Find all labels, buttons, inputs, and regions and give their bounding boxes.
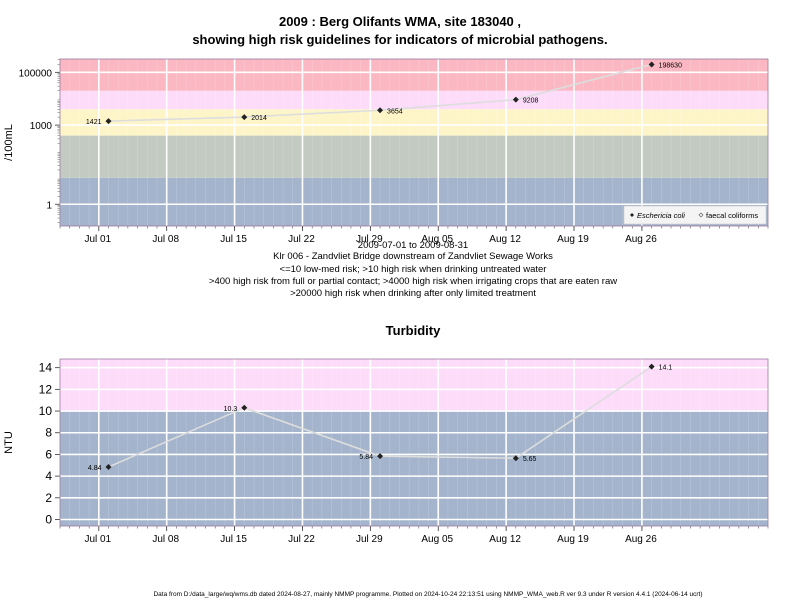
chart-title-line1: 2009 : Berg Olifants WMA, site 183040 , [279,14,521,29]
turbidity-data-label: 4.84 [88,465,102,472]
microbial-x-tick-label: Aug 12 [489,234,521,245]
turbidity-x-tick-label: Aug 19 [557,534,589,545]
turbidity-y-tick-label: 6 [45,447,52,461]
microbial-data-label: 1421 [86,119,102,126]
microbial-y-tick-label: 1 [46,200,52,211]
microbial-legend-entry: Eschericia coli [637,211,685,220]
turbidity-x-tick-label: Aug 26 [625,534,657,545]
turbidity-chart-title: Turbidity [386,323,441,338]
microbial-data-label: 9208 [523,98,539,105]
microbial-data-point [377,107,384,114]
microbial-x-tick-label: Aug 19 [557,234,589,245]
microbial-y-axis-label: /100mL [3,124,15,161]
microbial-y-tick-label: 1000 [30,121,53,132]
annotation-line-1: 2009-07-01 to 2009-08-31 [358,240,468,251]
microbial-chart: Jul 01 Jul 08 Jul 15 Jul 22 Jul 29 Aug 05 Aug … [3,58,769,245]
microbial-x-tick-label: Aug 26 [625,234,657,245]
turbidity-y-tick-label: 2 [45,491,52,505]
turbidity-x-tick-label: Jul 29 [356,534,383,545]
microbial-data-label: 198630 [659,62,682,69]
microbial-x-tick-label: Jul 15 [220,234,247,245]
turbidity-data-label: 14.1 [659,365,673,372]
microbial-x-tick-label: Aug 05 [421,234,453,245]
turbidity-chart: Jul 01 Jul 08 Jul 15 Jul 22 Jul 29 Aug 05 Aug … [3,358,769,545]
turbidity-x-tick-label: Jul 08 [152,534,179,545]
turbidity-data-label: 5.65 [523,456,537,463]
turbidity-risk-band [60,411,768,526]
turbidity-x-tick-label: Jul 22 [288,534,315,545]
chart-title-line2: showing high risk guidelines for indicat… [192,32,607,47]
microbial-x-tick-label: Jul 01 [84,234,111,245]
microbial-legend-marker [698,212,704,218]
turbidity-data-label: 5.84 [359,454,373,461]
turbidity-data-point [377,453,384,460]
microbial-legend-entry: faecal coliforms [706,211,758,220]
microbial-data-point [105,118,112,125]
turbidity-x-tick-label: Jul 15 [220,534,247,545]
microbial-legend-box [623,205,767,225]
turbidity-data-point [241,404,248,411]
turbidity-y-tick-label: 4 [45,469,52,483]
turbidity-x-tick-label: Aug 12 [489,534,521,545]
turbidity-y-tick-label: 10 [39,404,53,418]
microbial-data-point [648,61,655,68]
turbidity-y-tick-label: 14 [39,361,53,375]
turbidity-plot-frame [59,358,769,527]
annotation-line-5: >20000 high risk when drinking after onl… [290,288,536,299]
microbial-data-label: 2014 [251,115,267,122]
microbial-data-point [241,114,248,121]
microbial-risk-band [60,90,768,110]
microbial-risk-band [60,109,768,136]
microbial-legend-marker [630,213,634,217]
turbidity-y-tick-label: 0 [45,512,52,526]
microbial-x-tick-label: Jul 22 [288,234,315,245]
microbial-plot-frame [59,58,769,227]
microbial-x-tick-label: Jul 29 [356,234,383,245]
microbial-y-tick-label: 100000 [19,68,53,79]
microbial-data-label: 3654 [387,108,403,115]
turbidity-data-point [648,363,655,370]
turbidity-y-axis-label: NTU [3,431,15,454]
turbidity-x-tick-label: Jul 01 [84,534,111,545]
turbidity-x-tick-label: Aug 05 [421,534,453,545]
turbidity-data-point [105,464,112,471]
footer-credit: Data from D:/data_large/wq/wms.db dated … [153,591,702,598]
turbidity-data-point [512,455,519,462]
microbial-data-point [512,96,519,103]
turbidity-data-label: 10.3 [224,406,238,413]
turbidity-y-tick-label: 12 [39,382,53,396]
turbidity-y-tick-label: 8 [45,426,52,440]
microbial-risk-band [60,135,768,178]
annotation-line-3: <=10 low-med risk; >10 high risk when dr… [280,264,547,275]
annotation-line-2: Klr 006 - Zandvliet Bridge downstream of… [273,251,553,262]
microbial-x-tick-label: Jul 08 [152,234,179,245]
annotation-line-4: >400 high risk from full or partial cont… [209,276,617,287]
